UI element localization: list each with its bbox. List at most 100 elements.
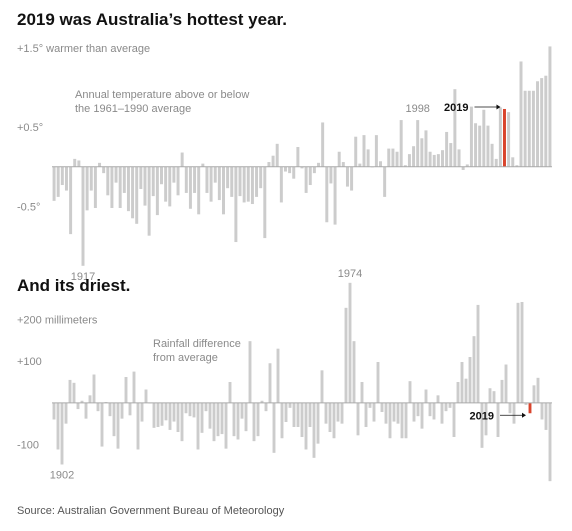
bar-1966: [316, 402, 320, 444]
bar-1934: [151, 166, 155, 197]
bar-1913: [64, 166, 68, 191]
bar-1929: [168, 402, 172, 430]
bar-2014: [508, 402, 512, 414]
bar-1957: [280, 402, 284, 439]
bar-1991: [387, 148, 391, 167]
bar-1941: [216, 402, 220, 437]
bar-2016: [516, 302, 520, 403]
bar-1977: [329, 166, 333, 184]
bar-2024: [548, 402, 552, 482]
annotation-2019: 2019: [444, 102, 468, 114]
bar-1914: [69, 166, 73, 235]
bar-1948: [209, 166, 213, 202]
bar-1975: [352, 341, 356, 403]
bar-1926: [156, 402, 160, 427]
bar-2030: [548, 46, 552, 167]
bar-1903: [64, 402, 68, 424]
bar-2006: [449, 143, 453, 167]
bar-1998: [444, 402, 448, 412]
bar-2016: [490, 143, 494, 167]
bar-1943: [224, 402, 228, 449]
bar-1972: [340, 402, 344, 424]
bar-1956: [276, 348, 280, 403]
bar-2002: [432, 154, 436, 167]
bar-1959: [288, 402, 292, 408]
bar-1942: [220, 402, 224, 435]
bar-2014: [482, 109, 486, 167]
bar-2010: [492, 391, 496, 403]
bar-1948: [244, 402, 248, 432]
bar-1918: [85, 166, 89, 211]
bar-2000: [452, 402, 456, 437]
bar-1988: [404, 402, 408, 439]
bar-1970: [300, 166, 304, 169]
bar-1963: [304, 402, 308, 450]
bar-1946: [201, 163, 205, 167]
bar-1923: [106, 166, 110, 196]
bar-1952: [260, 400, 264, 403]
bar-1976: [325, 166, 329, 223]
bar-1953: [230, 166, 234, 197]
bar-1986: [366, 149, 370, 167]
annotation-1998: 1998: [405, 103, 429, 115]
bar-1922: [140, 402, 144, 422]
bar-2020: [507, 112, 511, 167]
bar-1981: [376, 362, 380, 403]
bar-1964: [275, 143, 279, 167]
bar-1936: [160, 166, 163, 185]
bar-1984: [358, 163, 362, 167]
bar-1980: [372, 402, 376, 422]
y-tick-label: +0.5°: [17, 122, 43, 134]
bar-1947: [240, 402, 244, 419]
bar-1989: [379, 161, 382, 167]
bar-2011: [469, 106, 473, 167]
rainfall-note-line-1: Rainfall difference: [153, 338, 241, 350]
bar-2026: [531, 90, 535, 167]
bar-1921: [136, 402, 140, 450]
rainfall-annotations: 1902 1974 2019: [50, 268, 526, 482]
bar-2017: [494, 158, 498, 167]
bar-1967: [288, 166, 292, 174]
bar-2003: [436, 154, 440, 167]
bar-1972: [308, 166, 312, 186]
bar-1917: [120, 402, 124, 419]
bar-2027: [536, 81, 540, 167]
bar-2010: [465, 164, 469, 167]
bar-1933: [147, 166, 151, 236]
bar-2021: [511, 157, 515, 167]
bar-1936: [196, 402, 200, 450]
bar-1950: [217, 166, 221, 201]
bar-1939: [172, 166, 176, 183]
bar-1994: [428, 402, 432, 417]
bar-1987: [400, 402, 404, 439]
bar-1929: [131, 166, 135, 219]
bar-1985: [392, 402, 396, 422]
bar-1961: [263, 166, 267, 239]
bar-1978: [364, 402, 368, 427]
bar-1931: [176, 402, 180, 432]
bar-2013: [504, 364, 508, 403]
bar-1916: [77, 160, 81, 167]
bar-1933: [184, 402, 188, 414]
bar-2008: [484, 402, 488, 436]
bar-1968: [324, 402, 328, 424]
bar-1905: [72, 382, 76, 403]
bar-1952: [226, 166, 230, 189]
bar-1924: [110, 166, 114, 208]
bar-2007: [453, 89, 457, 167]
bar-2018: [524, 402, 528, 405]
bar-2008: [457, 149, 461, 167]
bar-2021: [536, 377, 540, 403]
bar-1965: [312, 402, 316, 458]
bar-1902: [60, 402, 64, 465]
bar-1959: [255, 166, 259, 197]
temperature-annotations: 1917 1998 2019: [71, 102, 501, 283]
rainfall-chart-title: And its driest.: [17, 276, 130, 295]
bar-1993: [395, 151, 399, 167]
bar-1958: [250, 166, 254, 205]
annotation-1974: 1974: [338, 268, 362, 280]
bar-1911: [56, 166, 60, 197]
bar-1983: [354, 136, 358, 167]
bar-1954: [268, 363, 272, 403]
bar-1919: [128, 402, 132, 416]
